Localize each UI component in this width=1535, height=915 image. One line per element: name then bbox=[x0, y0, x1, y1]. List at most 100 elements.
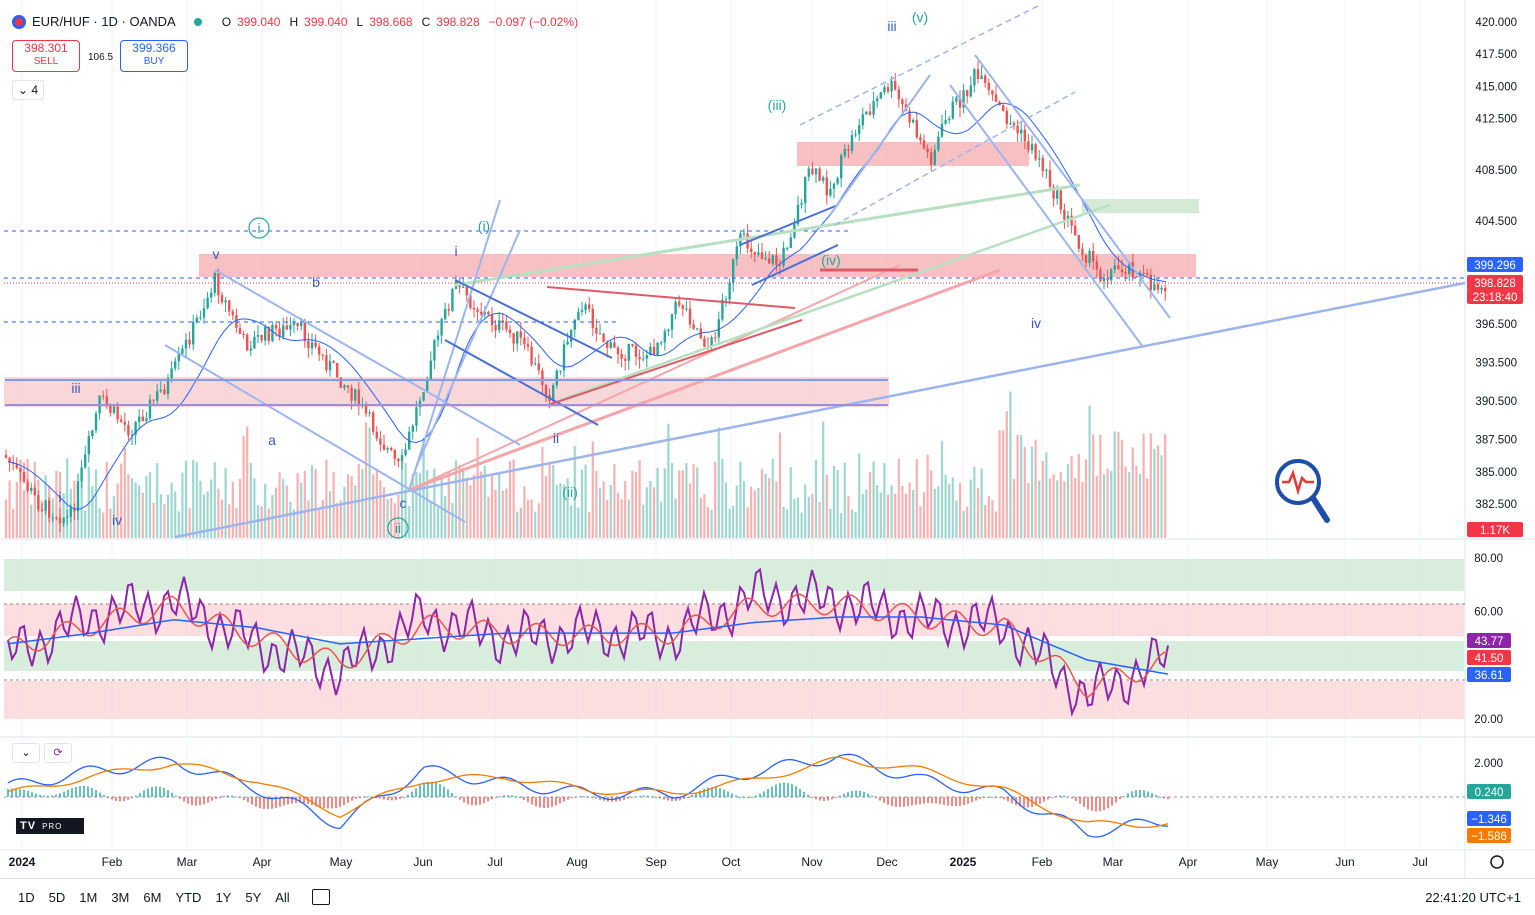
rsi-tag-label: 43.77 bbox=[1475, 636, 1504, 648]
volume-bar bbox=[1074, 478, 1077, 538]
timeframe-1d[interactable]: 1D bbox=[18, 889, 35, 905]
buy-button[interactable]: 399.366 BUY bbox=[120, 40, 188, 72]
volume-bar bbox=[771, 458, 774, 538]
volume-bar bbox=[289, 501, 292, 538]
candle-body bbox=[76, 481, 80, 512]
candle-body bbox=[350, 387, 353, 401]
macd-histogram-bar bbox=[943, 797, 945, 805]
volume-bar bbox=[800, 512, 803, 538]
volume-bar bbox=[66, 458, 69, 538]
price-tick-label: 396.500 bbox=[1475, 319, 1517, 331]
volume-bar bbox=[958, 483, 962, 538]
candle-body bbox=[1142, 272, 1145, 274]
volume-bar bbox=[40, 500, 44, 538]
symbol-title[interactable]: EUR/HUF · 1D · OANDA bbox=[32, 14, 176, 29]
timeframe-3m[interactable]: 3M bbox=[111, 889, 130, 905]
chevron-down-icon[interactable]: ⌄ bbox=[12, 743, 40, 763]
macd-histogram-bar bbox=[23, 789, 25, 797]
macd-histogram-bar bbox=[535, 797, 537, 807]
timeframe-ytd[interactable]: YTD bbox=[175, 889, 202, 905]
volume-bar bbox=[890, 485, 893, 538]
volume-bar bbox=[678, 470, 681, 538]
candle-body bbox=[814, 168, 818, 175]
clock[interactable]: 22:41:20 UTC+1 bbox=[1425, 889, 1521, 905]
timeframe-1m[interactable]: 1M bbox=[79, 889, 98, 905]
macd-histogram-bar bbox=[251, 797, 253, 805]
candle-body bbox=[760, 252, 764, 259]
macd-histogram-bar bbox=[447, 789, 449, 797]
macd-histogram-bar bbox=[147, 788, 149, 797]
candle-body bbox=[494, 325, 497, 331]
candle-body bbox=[858, 125, 861, 135]
candle-body bbox=[580, 310, 584, 312]
candle-body bbox=[717, 319, 720, 338]
macd-histogram-bar bbox=[907, 797, 909, 807]
candle-body bbox=[274, 324, 278, 329]
candle-body bbox=[411, 425, 414, 432]
volume-bar bbox=[249, 462, 252, 538]
macd-histogram-bar bbox=[979, 797, 981, 800]
macd-histogram-bar bbox=[735, 795, 737, 797]
refresh-icon[interactable]: ⟳ bbox=[44, 743, 72, 763]
volume-bar bbox=[573, 445, 576, 538]
timeframe-all[interactable]: All bbox=[275, 889, 290, 905]
timeframe-1y[interactable]: 1Y bbox=[215, 889, 232, 905]
volume-bar bbox=[984, 505, 987, 538]
volume-bar bbox=[105, 461, 108, 538]
volume-bar bbox=[238, 478, 242, 538]
sell-button[interactable]: 398.301 SELL bbox=[12, 40, 80, 72]
volume-bar bbox=[782, 506, 785, 538]
indicators-toggle-button[interactable]: ⌄ 4 bbox=[12, 80, 44, 100]
volume-bar bbox=[192, 459, 195, 538]
timeframe-6m[interactable]: 6M bbox=[143, 889, 162, 905]
volume-bar bbox=[1088, 405, 1091, 538]
macd-histogram-bar bbox=[815, 797, 817, 800]
candle-body bbox=[318, 346, 321, 355]
candle-body bbox=[220, 295, 224, 303]
candle-body bbox=[616, 347, 620, 355]
volume-bar bbox=[418, 473, 422, 538]
pink-trendline bbox=[408, 264, 901, 491]
timeframe-5d[interactable]: 5D bbox=[48, 889, 66, 905]
candle-body bbox=[688, 308, 692, 325]
candle-body bbox=[1052, 186, 1055, 199]
candle-body bbox=[836, 178, 839, 184]
calendar-icon[interactable] bbox=[311, 889, 330, 905]
volume-bar bbox=[163, 504, 166, 538]
macd-histogram-bar bbox=[655, 797, 657, 798]
candle-body bbox=[231, 311, 234, 316]
candle-body bbox=[1059, 190, 1062, 210]
macd-histogram-bar bbox=[127, 797, 129, 800]
chart-canvas[interactable]: vbaciiiiiviii(i)(ii)(iii)(iv)iii(v)iviii… bbox=[0, 0, 1535, 878]
channel-line bbox=[454, 279, 613, 359]
macd-histogram-bar bbox=[671, 797, 673, 802]
macd-histogram-bar bbox=[487, 797, 489, 802]
macd-histogram-bar bbox=[1063, 795, 1065, 797]
volume-bar bbox=[1052, 474, 1055, 538]
candle-body bbox=[962, 90, 965, 108]
volume-bar bbox=[584, 464, 587, 538]
macd-histogram-bar bbox=[955, 797, 957, 807]
wave-circle bbox=[387, 517, 409, 539]
time-tick-label: Jul bbox=[1412, 855, 1427, 869]
candle-body bbox=[523, 337, 526, 345]
candle-body bbox=[742, 233, 746, 235]
macd-histogram-bar bbox=[1039, 797, 1041, 804]
volume-bar bbox=[213, 462, 216, 538]
volume-bar bbox=[987, 495, 990, 538]
trend-drawings bbox=[4, 4, 1466, 539]
macd-histogram-bar bbox=[1095, 797, 1097, 812]
candle-body bbox=[829, 188, 832, 196]
volume-bar bbox=[490, 474, 494, 538]
time-tick-label: 2025 bbox=[950, 855, 977, 869]
candle-body bbox=[422, 392, 425, 401]
volume-bar bbox=[994, 511, 998, 538]
macd-histogram-bar bbox=[587, 796, 589, 798]
volume-bar bbox=[1081, 481, 1084, 538]
timeframe-5y[interactable]: 5Y bbox=[245, 889, 262, 905]
volume-bar bbox=[829, 508, 832, 538]
macd-histogram-bar bbox=[247, 797, 249, 803]
macd-histogram-bar bbox=[1111, 797, 1113, 806]
candle-body bbox=[1020, 129, 1023, 134]
channel-line bbox=[444, 339, 599, 426]
